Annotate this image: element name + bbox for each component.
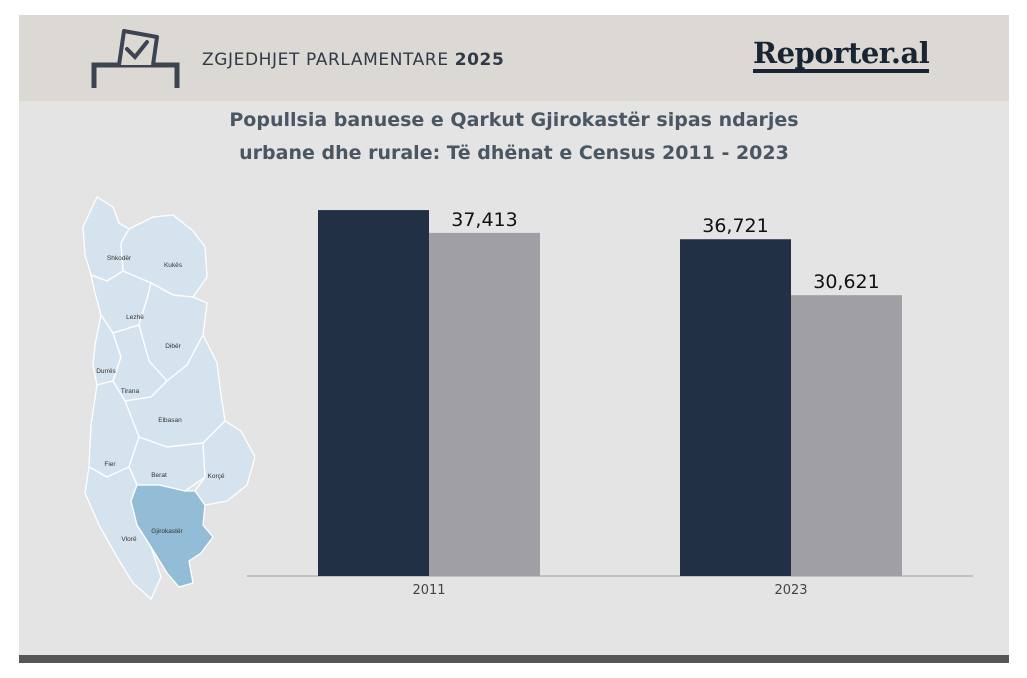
bar-series2-2023 <box>791 295 902 576</box>
data-label-series2-2011: 37,413 <box>451 209 517 231</box>
footer-bar <box>19 655 1009 663</box>
map-region-korce <box>194 420 255 506</box>
header-title-prefix: ZGJEDHJET PARLAMENTARE <box>202 50 449 70</box>
x-tick-label-2023: 2023 <box>774 583 807 598</box>
ballot-box-icon <box>91 29 180 88</box>
map-label-tirana: Tirana <box>121 388 140 395</box>
map-region-shkoder <box>82 196 130 282</box>
header-band: ZGJEDHJET PARLAMENTARE 2025 Reporter.al <box>19 15 1009 101</box>
infographic-frame: ZGJEDHJET PARLAMENTARE 2025 Reporter.al … <box>19 15 1009 663</box>
chart-title-line1: Popullsia banuese e Qarkut Gjirokastër s… <box>229 109 799 131</box>
map-label-gjirokaster: Gjirokastër <box>151 528 183 535</box>
map-label-kukes: Kukës <box>164 262 183 269</box>
bar-series1-2023 <box>680 239 791 576</box>
header-title: ZGJEDHJET PARLAMENTARE 2025 <box>202 50 504 70</box>
data-label-series1-2023: 36,721 <box>702 215 768 237</box>
map-label-vlore: Vlorë <box>121 536 137 543</box>
data-label-series2-2023: 30,621 <box>813 271 879 293</box>
header-title-year: 2025 <box>454 50 505 70</box>
map-label-diber: Dibër <box>165 343 181 350</box>
x-tick-label-2011: 2011 <box>412 583 445 598</box>
chart-title: Popullsia banuese e Qarkut Gjirokastër s… <box>19 104 1009 170</box>
albania-map: Shkodër Kukës Lezhë Dibër Durrës Tirana … <box>82 196 255 601</box>
map-region-kukes <box>120 214 208 298</box>
map-label-shkoder: Shkodër <box>107 255 132 262</box>
map-label-fier: Fier <box>104 461 116 468</box>
map-label-korce: Korçë <box>208 473 225 480</box>
map-label-durres: Durrës <box>96 368 116 375</box>
bar-chart: 37,413 2011 36,721 30,621 2023 <box>247 209 973 598</box>
bar-series2-2011 <box>429 232 540 576</box>
map-region-vlore <box>84 465 162 601</box>
chart-title-line2: urbane dhe rurale: Të dhënat e Census 20… <box>239 142 789 164</box>
map-label-berat: Berat <box>151 472 167 479</box>
bar-series1-2011 <box>318 210 429 576</box>
map-region-gjirokaster <box>130 484 214 588</box>
brand-logo: Reporter.al <box>753 37 930 73</box>
map-label-elbasan: Elbasan <box>158 417 182 424</box>
map-label-lezhe: Lezhë <box>126 314 144 321</box>
